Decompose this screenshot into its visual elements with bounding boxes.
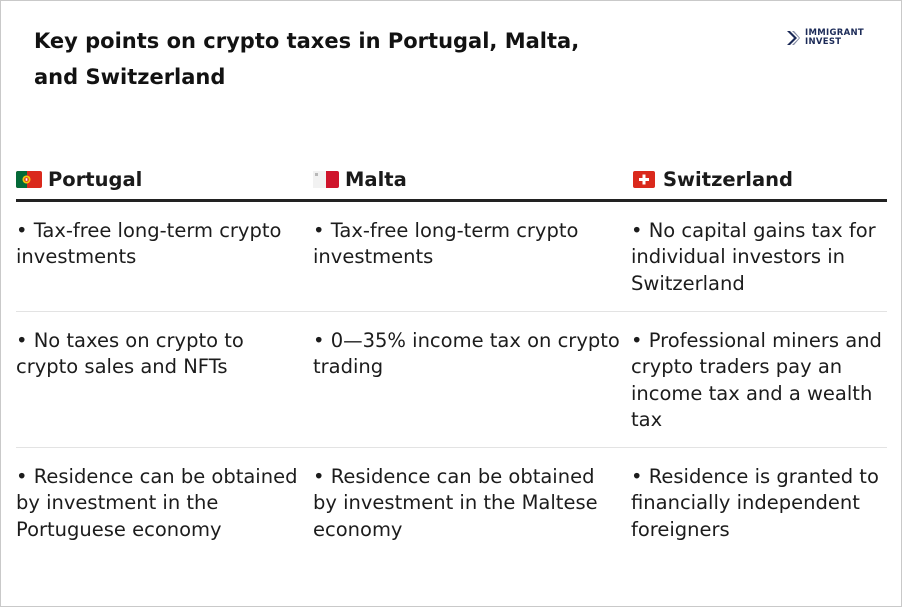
table-header: Portugal Malta Switzerland xyxy=(16,159,887,202)
portugal-flag-icon xyxy=(16,170,42,188)
table-cell: • No taxes on crypto to crypto sales and… xyxy=(16,329,244,379)
column-header-portugal: Portugal xyxy=(16,168,313,191)
column-header-label: Malta xyxy=(345,167,407,191)
table-row: • Residence can be obtained by investmen… xyxy=(16,448,887,578)
chevron-logo-icon xyxy=(787,31,800,45)
column-header-malta: Malta xyxy=(313,168,631,191)
page-title: Key points on crypto taxes in Portugal, … xyxy=(34,29,580,89)
table-row: • Tax-free long-term crypto investments … xyxy=(16,202,887,312)
column-header-label: Switzerland xyxy=(663,167,793,191)
malta-flag-icon xyxy=(313,170,339,188)
table-cell: • No capital gains tax for individual in… xyxy=(631,219,876,295)
column-header-switzerland: Switzerland xyxy=(631,168,887,191)
brand-logo: IMMIGRANT INVEST xyxy=(786,29,864,47)
table-cell: • Residence is granted to financially in… xyxy=(631,465,879,541)
table-cell: • Tax-free long-term crypto investments xyxy=(16,219,282,269)
table-cell: • Professional miners and crypto traders… xyxy=(631,329,882,431)
switzerland-flag-icon xyxy=(633,170,655,188)
table-cell: • Tax-free long-term crypto investments xyxy=(313,219,579,269)
logo-line-2: INVEST xyxy=(805,37,842,47)
column-header-label: Portugal xyxy=(48,167,143,191)
table-cell: • Residence can be obtained by investmen… xyxy=(313,465,598,541)
logo-line-1: IMMIGRANT xyxy=(805,28,864,38)
table-cell: • 0—35% income tax on crypto trading xyxy=(313,329,620,379)
table-row: • No taxes on crypto to crypto sales and… xyxy=(16,312,887,448)
comparison-table: Portugal Malta Switzerland xyxy=(16,159,887,578)
table-cell: • Residence can be obtained by investmen… xyxy=(16,465,298,541)
